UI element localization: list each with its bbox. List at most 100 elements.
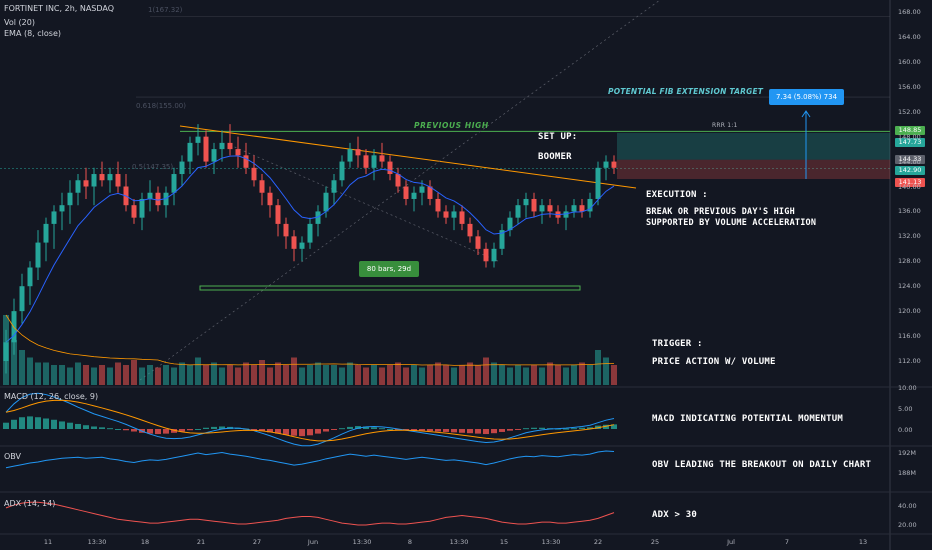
price-tag-previous-high: 148.85 bbox=[895, 126, 925, 135]
macd-histogram-bar bbox=[531, 427, 537, 429]
volume-bar bbox=[139, 367, 145, 385]
macd-histogram-bar bbox=[267, 429, 273, 433]
fib-level-1-label: 1(167.32) bbox=[148, 6, 183, 14]
boomer-label: BOOMER bbox=[538, 152, 572, 162]
adx-legend[interactable]: ADX (14, 14) bbox=[4, 499, 56, 508]
candle-body bbox=[507, 217, 513, 231]
candle-body bbox=[75, 180, 81, 193]
macd-histogram-bar bbox=[51, 419, 57, 429]
date-range-bar bbox=[199, 285, 581, 291]
macd-histogram-bar bbox=[123, 429, 129, 431]
candle-body bbox=[267, 192, 273, 206]
symbol-legend[interactable]: FORTINET INC, 2h, NASDAQ bbox=[4, 4, 115, 13]
macd-histogram-bar bbox=[587, 427, 593, 429]
time-tick-label: 7 bbox=[784, 538, 790, 546]
time-tick-label: Jul bbox=[727, 538, 735, 546]
candle-body bbox=[547, 205, 553, 212]
price-tick-label: 128.00 bbox=[898, 257, 921, 266]
ema-line bbox=[5, 155, 615, 343]
candle-body bbox=[195, 136, 201, 143]
volume-bar bbox=[515, 365, 521, 385]
volume-bar bbox=[163, 365, 169, 385]
candle-body bbox=[243, 155, 249, 168]
volume-bar bbox=[35, 362, 41, 385]
volume-bar bbox=[19, 350, 25, 385]
volume-bar bbox=[451, 367, 457, 385]
volume-bar bbox=[435, 362, 441, 385]
time-tick-label: 8 bbox=[407, 538, 413, 546]
previous-high-annotation: PREVIOUS HIGH bbox=[414, 121, 489, 130]
candle-body bbox=[107, 174, 113, 181]
macd-legend[interactable]: MACD (12, 26, close, 9) bbox=[4, 392, 99, 401]
candle-body bbox=[259, 180, 265, 193]
price-tick-label: 148.00 bbox=[898, 132, 921, 141]
obv-line bbox=[5, 450, 615, 469]
volume-bar bbox=[395, 362, 401, 385]
macd-histogram-bar bbox=[203, 427, 209, 429]
macd-histogram-bar bbox=[483, 429, 489, 435]
indicator-tick-label: 40.00 bbox=[898, 502, 917, 510]
rrr-label: RRR 1:1 bbox=[712, 122, 738, 129]
macd-histogram-bar bbox=[507, 429, 513, 431]
volume-bar bbox=[99, 365, 105, 385]
execution-detail-2: SUPPORTED BY VOLUME ACCELERATION bbox=[646, 218, 817, 228]
macd-histogram-bar bbox=[107, 428, 113, 430]
macd-histogram-bar bbox=[147, 429, 153, 434]
volume-bar bbox=[539, 367, 545, 385]
volume-bar bbox=[499, 365, 505, 385]
ema-legend[interactable]: EMA (8, close) bbox=[4, 29, 61, 38]
descending-trendline bbox=[179, 125, 637, 189]
volume-bar bbox=[51, 365, 57, 385]
volume-bar bbox=[275, 362, 281, 385]
macd-histogram-bar bbox=[411, 429, 417, 431]
macd-histogram-bar bbox=[179, 429, 185, 432]
volume-bar bbox=[147, 365, 153, 385]
candle-body bbox=[531, 198, 537, 212]
candle-body bbox=[339, 161, 345, 181]
candle-body bbox=[171, 174, 177, 193]
macd-histogram-bar bbox=[59, 421, 65, 429]
volume-bar bbox=[307, 365, 313, 385]
macd-histogram-bar bbox=[163, 429, 169, 434]
macd-histogram-bar bbox=[499, 429, 505, 432]
candle-body bbox=[499, 230, 505, 249]
candle-body bbox=[251, 167, 257, 181]
macd-histogram-bar bbox=[283, 429, 289, 435]
candle-body bbox=[355, 149, 361, 156]
candle-body bbox=[315, 211, 321, 224]
macd-histogram-bar bbox=[475, 429, 481, 434]
volume-bar bbox=[547, 362, 553, 385]
volume-legend[interactable]: Vol (20) bbox=[4, 18, 35, 27]
time-tick-label: 22 bbox=[593, 538, 603, 546]
volume-bar bbox=[299, 367, 305, 385]
candle-body bbox=[451, 211, 457, 218]
candle-body bbox=[283, 223, 289, 237]
volume-bar bbox=[251, 365, 257, 385]
candle-body bbox=[395, 174, 401, 187]
price-tick-label: 144.00 bbox=[898, 157, 921, 166]
volume-bar bbox=[379, 367, 385, 385]
volume-bar bbox=[331, 365, 337, 385]
volume-bar bbox=[507, 367, 513, 385]
macd-histogram-bar bbox=[43, 418, 49, 429]
volume-bar bbox=[595, 350, 601, 385]
volume-bar bbox=[603, 357, 609, 385]
volume-bar bbox=[219, 367, 225, 385]
volume-bar bbox=[403, 367, 409, 385]
volume-bar bbox=[235, 367, 241, 385]
macd-histogram-bar bbox=[155, 429, 161, 435]
volume-bar bbox=[459, 365, 465, 385]
price-tick-label: 156.00 bbox=[898, 82, 921, 91]
volume-bar bbox=[83, 365, 89, 385]
candle-body bbox=[483, 248, 489, 262]
macd-histogram-bar bbox=[91, 426, 97, 429]
obv-legend[interactable]: OBV bbox=[4, 452, 22, 461]
volume-bar bbox=[75, 362, 81, 385]
volume-bar bbox=[267, 367, 273, 385]
macd-histogram-bar bbox=[3, 422, 9, 429]
macd-histogram-bar bbox=[99, 427, 105, 429]
macd-histogram-bar bbox=[339, 428, 345, 430]
volume-bar bbox=[59, 365, 65, 385]
macd-histogram-bar bbox=[315, 429, 321, 434]
